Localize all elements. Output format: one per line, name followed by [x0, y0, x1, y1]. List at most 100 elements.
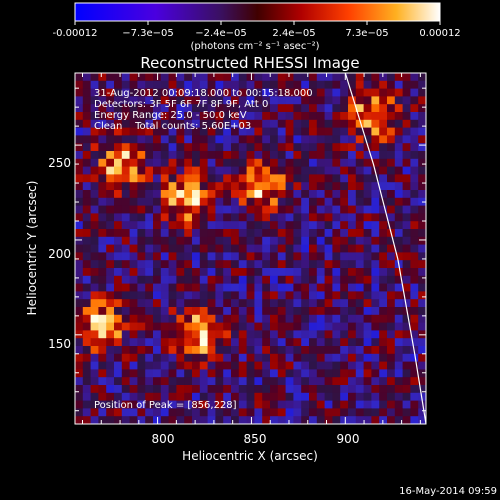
- heatmap-cell: [129, 314, 138, 323]
- heatmap-cell: [402, 346, 411, 355]
- heatmap-cell: [207, 221, 216, 230]
- heatmap-cell: [340, 166, 349, 175]
- heatmap-cell: [215, 346, 224, 355]
- heatmap-cell: [402, 244, 411, 253]
- heatmap-cell: [215, 236, 224, 245]
- heatmap-cell: [402, 299, 411, 308]
- axis-ticks: [75, 73, 426, 424]
- heatmap-cell: [418, 314, 426, 323]
- heatmap-cell: [340, 400, 349, 409]
- heatmap-cell: [394, 346, 403, 355]
- heatmap-cell: [332, 322, 341, 331]
- heatmap-cell: [184, 182, 193, 191]
- heatmap-cell: [387, 353, 396, 362]
- heatmap-cell: [238, 221, 247, 230]
- heatmap-cell: [324, 400, 333, 409]
- heatmap-cell: [75, 408, 84, 417]
- heatmap-cell: [90, 88, 99, 97]
- heatmap-cell: [121, 80, 130, 89]
- heatmap-cell: [184, 400, 193, 409]
- heatmap-cell: [137, 252, 146, 261]
- heatmap-cell: [160, 283, 169, 292]
- heatmap-cell: [348, 112, 357, 121]
- heatmap-cell: [254, 104, 263, 113]
- heatmap-cell: [348, 314, 357, 323]
- heatmap-cell: [355, 252, 364, 261]
- heatmap-cell: [145, 88, 154, 97]
- heatmap-cell: [82, 104, 91, 113]
- heatmap-cell: [246, 182, 255, 191]
- heatmap-cell: [98, 299, 107, 308]
- heatmap-cell: [231, 229, 240, 238]
- heatmap-cell: [340, 252, 349, 261]
- heatmap-cell: [394, 197, 403, 206]
- heatmap-cell: [98, 408, 107, 417]
- heatmap-cell: [293, 143, 302, 152]
- heatmap-cell: [168, 369, 177, 378]
- heatmap-cell: [301, 197, 310, 206]
- heatmap-cell: [410, 88, 419, 97]
- heatmap-cell: [199, 268, 208, 277]
- heatmap-cell: [215, 268, 224, 277]
- heatmap-cell: [371, 416, 380, 424]
- heatmap-cell: [137, 236, 146, 245]
- heatmap-cell: [410, 143, 419, 152]
- heatmap-cell: [121, 330, 130, 339]
- heatmap-cell: [277, 377, 286, 386]
- heatmap-cell: [238, 392, 247, 401]
- heatmap-cell: [215, 338, 224, 347]
- heatmap-cell: [98, 88, 107, 97]
- heatmap-cell: [192, 268, 201, 277]
- heatmap-cell: [160, 385, 169, 394]
- heatmap-cell: [332, 353, 341, 362]
- heatmap-cell: [371, 127, 380, 136]
- heatmap-cell: [402, 260, 411, 269]
- heatmap-cell: [98, 213, 107, 222]
- heatmap-cell: [223, 112, 232, 121]
- heatmap-cell: [207, 346, 216, 355]
- heatmap-cell: [137, 135, 146, 144]
- heatmap-cell: [316, 205, 325, 214]
- heatmap-cell: [129, 151, 138, 160]
- heatmap-cell: [371, 229, 380, 238]
- heatmap-cell: [199, 291, 208, 300]
- heatmap-cell: [137, 275, 146, 284]
- heatmap-cell: [387, 338, 396, 347]
- heatmap-cell: [340, 135, 349, 144]
- heatmap-cell: [207, 268, 216, 277]
- heatmap-cell: [332, 96, 341, 105]
- heatmap-cell: [176, 182, 185, 191]
- heatmap-cell: [246, 73, 255, 82]
- heatmap-cell: [316, 307, 325, 316]
- heatmap-cell: [379, 392, 388, 401]
- heatmap-cell: [301, 322, 310, 331]
- heatmap-cell: [301, 275, 310, 284]
- heatmap-cell: [387, 112, 396, 121]
- heatmap-cell: [301, 88, 310, 97]
- heatmap-cell: [192, 392, 201, 401]
- heatmap-cell: [387, 330, 396, 339]
- heatmap-cell: [262, 158, 271, 167]
- heatmap-cell: [262, 369, 271, 378]
- heatmap-cell: [262, 283, 271, 292]
- heatmap-cell: [254, 119, 263, 128]
- heatmap-cell: [168, 260, 177, 269]
- heatmap-cell: [324, 158, 333, 167]
- heatmap-cell: [379, 346, 388, 355]
- heatmap-cell: [114, 166, 123, 175]
- heatmap-cell: [238, 104, 247, 113]
- heatmap-cell: [192, 88, 201, 97]
- heatmap-cell: [199, 143, 208, 152]
- heatmap-cell: [316, 73, 325, 82]
- heatmap-cell: [114, 104, 123, 113]
- heatmap-cell: [176, 400, 185, 409]
- heatmap-cell: [145, 119, 154, 128]
- heatmap-cell: [285, 275, 294, 284]
- heatmap-cell: [207, 291, 216, 300]
- heatmap-cell: [184, 73, 193, 82]
- heatmap-cell: [285, 416, 294, 424]
- heatmap-cell: [379, 307, 388, 316]
- heatmap-cell: [270, 244, 279, 253]
- heatmap-cell: [340, 408, 349, 417]
- heatmap-cell: [192, 213, 201, 222]
